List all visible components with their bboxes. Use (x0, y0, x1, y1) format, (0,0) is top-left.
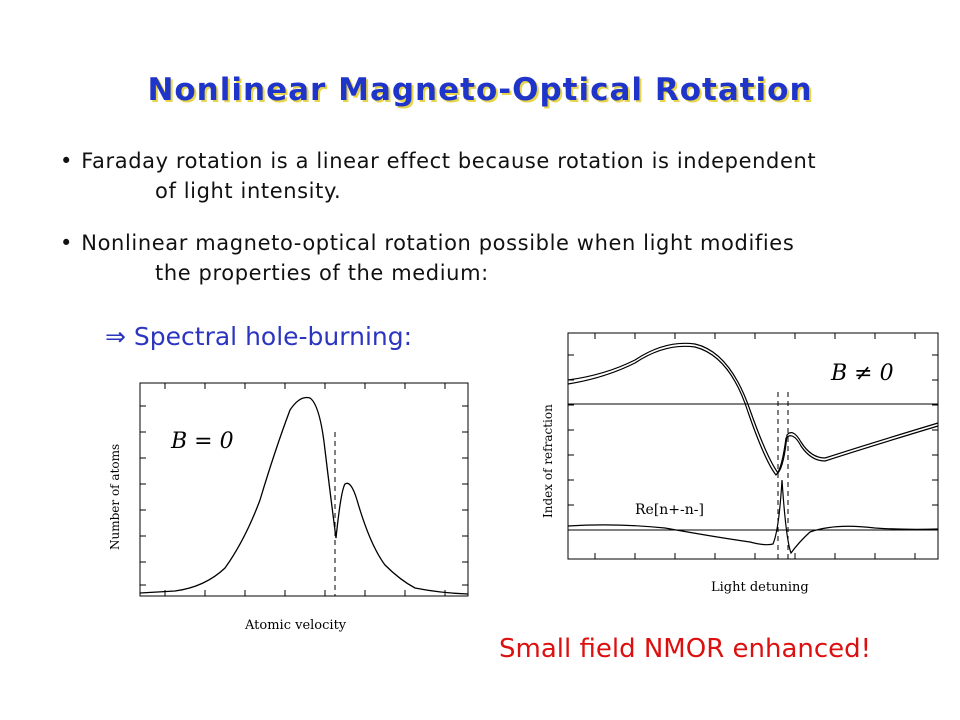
left-plot-frame (139, 382, 469, 597)
bullet-faraday: • Faraday rotation is a linear effect be… (60, 146, 816, 206)
refraction-curve-minus (567, 345, 939, 476)
slide-title: Nonlinear Magneto-Optical Rotation (147, 72, 813, 108)
spectral-label: Spectral hole-burning: (133, 322, 413, 351)
difference-curve (567, 479, 939, 555)
spectral-hole-burning-heading: ⇒ Spectral hole-burning: (105, 322, 412, 351)
left-plot: B = 0 Number of atoms Atomic velocity (108, 382, 469, 633)
right-curve-label: Re[n+-n-] (635, 502, 704, 518)
implies-arrow-icon: ⇒ (105, 322, 126, 351)
right-ylabel: Index of refraction (541, 404, 555, 518)
bullet-text-line2: of light intensity. (155, 179, 342, 203)
bullet-text-line1: Faraday rotation is a linear effect beca… (81, 149, 817, 173)
left-xlabel: Atomic velocity (244, 618, 347, 633)
bullet-nonlinear: • Nonlinear magneto-optical rotation pos… (60, 228, 794, 288)
bullet-marker: • (60, 149, 73, 173)
bullet-text-line1: Nonlinear magneto-optical rotation possi… (81, 231, 795, 255)
right-plot-frame (567, 332, 939, 560)
left-field-label: B = 0 (170, 429, 234, 454)
left-atom-distribution-curve (139, 396, 469, 595)
bullet-text-line2: the properties of the medium: (155, 261, 489, 285)
right-plot: B ≠ 0 Re[n+-n-] Index of refraction Ligh… (541, 332, 939, 595)
right-xlabel: Light detuning (711, 580, 809, 595)
conclusion-text: Small field NMOR enhanced! (499, 634, 872, 664)
left-ylabel: Number of atoms (108, 444, 122, 550)
right-field-label: B ≠ 0 (830, 361, 894, 386)
bullet-marker: • (60, 231, 73, 255)
